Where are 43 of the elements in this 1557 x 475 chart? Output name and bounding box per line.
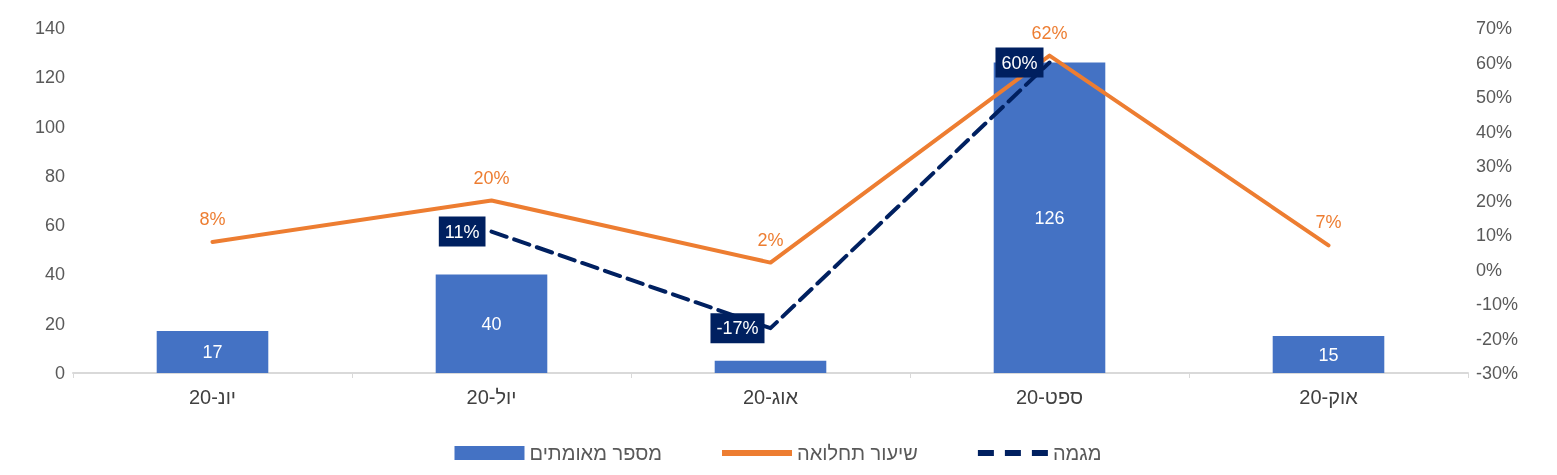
y2-tick-label: 70% [1476,18,1513,38]
y-tick-label: 100 [34,116,65,137]
y2-tick-label: 30% [1476,156,1513,176]
y2-tick-label: -10% [1476,294,1519,314]
bar [156,331,269,373]
y-tick-label: 140 [34,18,65,38]
data-label: 126 [1034,207,1065,228]
y-tick-label: 40 [44,264,65,285]
y2-tick-label: 10% [1476,225,1513,245]
legend-label: מגמה [1052,442,1102,464]
data-label: 17 [202,342,223,363]
data-label: -17% [716,318,759,339]
bar [714,360,827,373]
y2-tick-label: -30% [1476,363,1519,383]
y2-tick-label: 0% [1476,259,1503,280]
y2-tick-label: 20% [1476,190,1513,211]
data-label: 2% [757,229,784,250]
y2-tick-label: 40% [1476,121,1513,142]
y2-tick-label: 60% [1476,52,1513,73]
x-tick-label: יונ-20 [188,386,237,408]
x-tick-label: יול-20 [466,386,517,408]
y-tick-label: 120 [34,67,65,88]
x-tick-label: ספט-20 [1015,386,1084,408]
y-tick-label: 20 [44,313,65,334]
data-label: 15 [1318,344,1339,365]
legend-label: מספר מאומתים [529,442,663,464]
legend-label: שיעור תחלואה [797,442,918,464]
data-label: 20% [473,167,510,188]
y2-tick-label: 50% [1476,87,1513,107]
y-tick-label: 60 [44,215,65,236]
x-tick-label: אוק-20 [1299,386,1359,408]
data-label: 8% [199,208,226,229]
y2-tick-label: -20% [1476,328,1519,349]
bar [435,274,548,373]
x-tick-label: אוג-20 [742,386,799,408]
y-tick-label: 0 [54,363,65,383]
data-label: 60% [1001,52,1038,73]
data-label: 7% [1315,212,1342,233]
bar [1272,336,1385,373]
data-label: 62% [1031,22,1068,43]
y-tick-label: 80 [44,165,65,186]
data-label: 11% [444,221,480,242]
data-label: 40 [481,313,502,334]
